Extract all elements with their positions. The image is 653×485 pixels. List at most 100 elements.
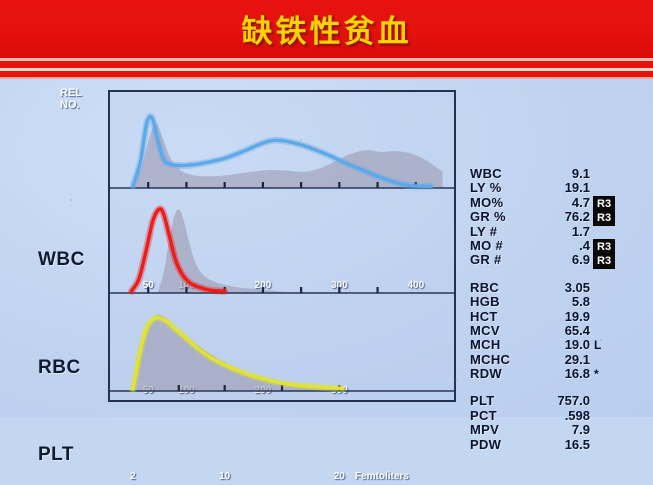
result-value: 6.9 [571, 252, 590, 268]
paper-speck [180, 174, 182, 176]
paper-speck [600, 339, 602, 341]
result-row: MO # .4 R3 [470, 237, 650, 255]
axis-tick-label: 300 [330, 280, 348, 291]
result-parameter-name: MCHC [470, 351, 511, 367]
result-value: 7.9 [571, 422, 590, 438]
banner-stripe-1 [0, 58, 653, 61]
result-parameter-name: GR # [470, 252, 502, 268]
result-value: 76.2 [564, 209, 590, 225]
result-row: LY % 19.1 [470, 180, 650, 196]
axis-tick-label: 2 [130, 471, 136, 482]
result-row: PCT .598 [470, 407, 650, 423]
histogram-svg [110, 205, 454, 295]
reference-region [157, 209, 298, 293]
axis-tick-label: 400 [407, 280, 425, 291]
status-badge: R3 [593, 253, 616, 270]
result-parameter-name: MCV [470, 322, 500, 338]
histogram-rbc [110, 197, 454, 302]
result-value: 1.7 [571, 223, 590, 239]
result-parameter-name: RBC [470, 279, 500, 295]
banner-stripe-2 [0, 61, 653, 68]
result-row: WBC 9.1 [470, 166, 650, 181]
result-value: 9.1 [571, 166, 590, 181]
result-parameter-name: MCH [470, 337, 501, 353]
result-parameter-name: WBC [470, 166, 502, 181]
result-row: HCT 19.9 [470, 308, 650, 324]
paper-speck [455, 379, 457, 381]
result-parameter-name: HGB [470, 294, 500, 310]
results-table: WBC 9.1 LY % 19.1 MO% 4.7 R3 GR % 76.2 R3 LY #1.7 M… [470, 166, 650, 465]
result-row: MPV 7.9 [470, 422, 650, 438]
page-title: 缺铁性贫血 [241, 14, 412, 50]
histogram-svg [110, 314, 454, 393]
result-value: 5.8 [571, 294, 590, 310]
result-value: 16.5 [564, 436, 590, 452]
histogram-label-rbc: RBC [38, 357, 81, 378]
report-panel: REL NO. WBC RBC PLT 50100200300400 50100… [0, 79, 653, 482]
rel-no-axis-label: REL NO. [60, 87, 82, 111]
result-parameter-name: PLT [470, 393, 495, 409]
result-row: LY # 1.7 [470, 223, 650, 239]
result-row: PDW 16.5 [470, 436, 650, 452]
result-parameter-name: LY # [470, 223, 498, 239]
result-value: 4.7 [571, 194, 590, 210]
result-parameter-name: MO% [470, 194, 504, 210]
result-value: 19.9 [564, 308, 590, 324]
result-parameter-name: MO # [470, 237, 503, 253]
result-row: RDW 16.8 * [470, 366, 650, 382]
title-banner: 缺铁性贫血 [0, 0, 653, 58]
axis-ticks-plt: Femtoliters 2 10 20 [110, 471, 454, 485]
result-row: GR # 6.9 R3 [470, 252, 650, 270]
results-group-red-cell-indices: RBC 3.05 HGB 5.8 HCT 19.9 MCV 65.4 MCH 19.0 L MCHC 2… [470, 279, 650, 382]
result-row: HGB 5.8 [470, 294, 650, 310]
result-parameter-name: HCT [470, 308, 498, 324]
result-value: 757.0 [557, 393, 590, 409]
result-parameter-name: PCT [470, 407, 497, 423]
histogram-svg [110, 113, 454, 190]
result-row: MCV 65.4 [470, 322, 650, 338]
result-parameter-name: LY % [470, 180, 502, 196]
result-parameter-name: MPV [470, 422, 500, 438]
rel-no-line2: NO. [60, 99, 80, 111]
axis-tick-label: 200 [254, 280, 272, 291]
banner-stripe-3 [0, 68, 653, 71]
result-value: 65.4 [564, 322, 590, 338]
result-value: .4 [579, 237, 590, 253]
paper-speck [390, 284, 391, 285]
paper-speck [240, 379, 241, 380]
result-row: MCHC 29.1 [470, 351, 650, 367]
rel-no-line1: REL [60, 87, 82, 99]
banner-stripe-4 [0, 71, 653, 77]
axis-tick-label: 10 [219, 471, 231, 482]
patient-curve [131, 315, 345, 392]
reference-region [132, 314, 351, 391]
result-value: 16.8 [564, 366, 590, 382]
paper-speck [70, 199, 72, 201]
paper-speck [520, 229, 521, 230]
result-row: MO% 4.7 R3 [470, 194, 650, 212]
status-badge: R3 [593, 210, 616, 227]
units-label: Femtoliters [355, 471, 409, 482]
banner-stripe-5 [0, 77, 653, 79]
result-value: 19.0 [564, 337, 590, 353]
axis-tick-label: 50 [142, 280, 154, 291]
result-flag: * [594, 367, 599, 382]
histogram-label-plt: PLT [38, 444, 74, 465]
result-parameter-name: GR % [470, 209, 506, 225]
histogram-wbc [110, 92, 454, 197]
histogram-label-wbc: WBC [38, 249, 85, 270]
patient-curve [129, 207, 227, 293]
result-flag: L [594, 338, 602, 353]
result-value: 19.1 [564, 180, 590, 196]
paper-speck [300, 139, 302, 141]
result-row: GR % 76.2 R3 [470, 209, 650, 227]
axis-tick-label: 20 [333, 471, 345, 482]
result-row: MCH 19.0 L [470, 337, 650, 353]
result-row: PLT 757.0 [470, 393, 650, 409]
paper-speck [22, 119, 23, 120]
patient-curve [131, 114, 433, 188]
paper-speck [150, 329, 151, 330]
result-row: RBC 3.05 [470, 279, 650, 295]
result-parameter-name: PDW [470, 436, 502, 452]
